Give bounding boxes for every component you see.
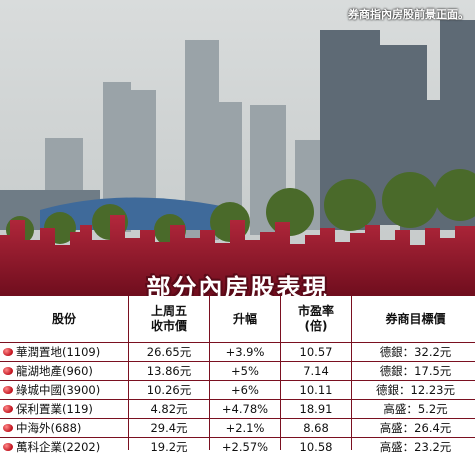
table-cell: 18.91 [281, 400, 351, 418]
header-cell: 股份 [0, 296, 128, 342]
city-photo [0, 0, 475, 300]
cell-text: 高盛：23.2元 [379, 440, 452, 454]
cell-text: 高盛：26.4元 [379, 421, 452, 435]
header-text: 券商目標價 [385, 311, 446, 326]
table-cell: 德銀：17.5元 [352, 362, 475, 380]
table-cell: 德銀：32.2元 [352, 343, 475, 361]
table-cell: +5% [210, 362, 280, 380]
stock-name-cell: 綠城中國(3900) [0, 381, 128, 399]
table-cell: 10.57 [281, 343, 351, 361]
bullet [3, 424, 13, 432]
cell-text: +5% [231, 364, 259, 378]
cell-text: 德銀：12.23元 [376, 383, 455, 397]
cell-text: +3.9% [225, 345, 265, 359]
table-cell: 德銀：12.23元 [352, 381, 475, 399]
table-cell: +2.57% [210, 438, 280, 456]
table-cell: +3.9% [210, 343, 280, 361]
cell-text: 龍湖地產(960) [16, 364, 93, 378]
cell-text: 26.65元 [146, 345, 192, 359]
table-cell: 10.26元 [129, 381, 209, 399]
table-cell: 高盛：26.4元 [352, 419, 475, 437]
bullet [3, 367, 13, 375]
stock-name-cell: 龍湖地產(960) [0, 362, 128, 380]
cell-text: 10.57 [299, 345, 333, 359]
table-cell: 19.2元 [129, 438, 209, 456]
header-cell: 券商目標價 [352, 296, 475, 342]
header-text: 上周五 [150, 304, 187, 318]
cell-text: 中海外(688) [16, 421, 82, 435]
bullet [3, 386, 13, 394]
cell-text: 保利置業(119) [16, 402, 93, 416]
table-cell: 4.82元 [129, 400, 209, 418]
header-cell: 市盈率 (倍) [281, 296, 351, 342]
stock-table: 股份 上周五 收市價 升幅 市盈率 (倍) 券商目標價華潤置地(1109) 26.65元 +3.… [0, 296, 475, 456]
stock-name-cell: 萬科企業(2202) [0, 438, 128, 456]
cell-text: 13.86元 [146, 364, 192, 378]
cell-text: 10.58 [299, 440, 333, 454]
header-text: (倍) [304, 319, 328, 333]
header-text: 升幅 [232, 311, 257, 326]
table-cell: 高盛：5.2元 [352, 400, 475, 418]
table-cell: 26.65元 [129, 343, 209, 361]
stock-name-cell: 華潤置地(1109) [0, 343, 128, 361]
bullet [3, 443, 13, 451]
header-cell: 升幅 [210, 296, 280, 342]
table-cell: +4.78% [210, 400, 280, 418]
cell-text: 萬科企業(2202) [16, 440, 101, 454]
table-cell: 7.14 [281, 362, 351, 380]
cell-text: 8.68 [303, 421, 329, 435]
cell-text: 綠城中國(3900) [16, 383, 101, 397]
cell-text: 德銀：17.5元 [379, 364, 452, 378]
header-text: 股份 [51, 311, 76, 326]
photo-caption: 券商指內房股前景正面。 [348, 8, 469, 21]
stock-name-cell: 中海外(688) [0, 419, 128, 437]
cell-text: 18.91 [299, 402, 333, 416]
cell-text: 4.82元 [150, 402, 188, 416]
cell-text: 19.2元 [150, 440, 188, 454]
cell-text: +4.78% [221, 402, 269, 416]
cell-text: 10.26元 [146, 383, 192, 397]
header-cell: 上周五 收市價 [129, 296, 209, 342]
table-cell: 10.58 [281, 438, 351, 456]
table-cell: 8.68 [281, 419, 351, 437]
cell-text: 華潤置地(1109) [16, 345, 101, 359]
header-text: 收市價 [150, 319, 187, 333]
cell-text: 7.14 [303, 364, 329, 378]
cell-text: 高盛：5.2元 [383, 402, 448, 416]
cell-text: +2.57% [221, 440, 269, 454]
cell-text: 德銀：32.2元 [379, 345, 452, 359]
table-cell: 10.11 [281, 381, 351, 399]
cell-text: +2.1% [225, 421, 265, 435]
table-cell: +6% [210, 381, 280, 399]
bullet [3, 405, 13, 413]
cell-text: 29.4元 [150, 421, 188, 435]
table-cell: 13.86元 [129, 362, 209, 380]
cell-text: +6% [231, 383, 259, 397]
cell-text: 10.11 [299, 383, 333, 397]
stock-name-cell: 保利置業(119) [0, 400, 128, 418]
table-cell: +2.1% [210, 419, 280, 437]
table-cell: 高盛：23.2元 [352, 438, 475, 456]
table-cell: 29.4元 [129, 419, 209, 437]
bullet [3, 348, 13, 356]
header-text: 市盈率 [297, 304, 334, 318]
